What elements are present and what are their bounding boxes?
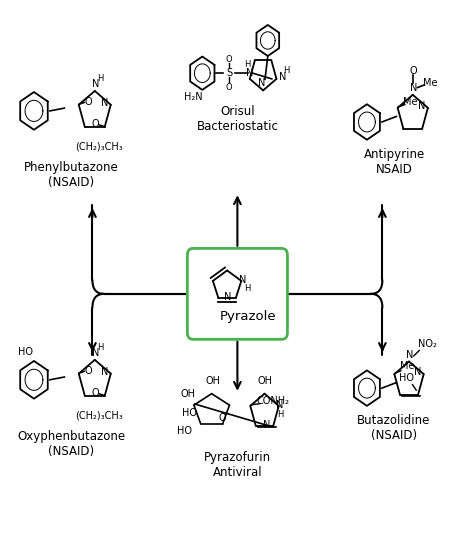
Text: N: N bbox=[91, 80, 99, 89]
Text: H: H bbox=[245, 60, 251, 69]
Text: Pyrazole: Pyrazole bbox=[219, 310, 276, 323]
Text: O: O bbox=[410, 66, 417, 76]
Text: N: N bbox=[101, 98, 109, 108]
Text: N: N bbox=[101, 367, 109, 377]
Text: O: O bbox=[226, 55, 232, 64]
Text: H: H bbox=[283, 66, 290, 75]
Text: HO: HO bbox=[399, 373, 414, 383]
Text: Me: Me bbox=[423, 78, 438, 87]
Text: O: O bbox=[218, 413, 226, 423]
Text: O: O bbox=[91, 388, 99, 398]
Text: N: N bbox=[91, 348, 99, 358]
Text: N: N bbox=[410, 83, 418, 92]
Text: OH: OH bbox=[181, 389, 196, 399]
Text: HO: HO bbox=[18, 347, 33, 357]
Text: N: N bbox=[224, 292, 232, 302]
Text: (CH₂)₃CH₃: (CH₂)₃CH₃ bbox=[75, 142, 123, 152]
Text: N: N bbox=[418, 101, 426, 111]
Text: CONH₂: CONH₂ bbox=[256, 396, 289, 407]
Text: N: N bbox=[246, 68, 253, 78]
Text: Me: Me bbox=[400, 361, 415, 371]
Text: N: N bbox=[414, 367, 421, 377]
Text: NO₂: NO₂ bbox=[418, 339, 437, 349]
Text: H: H bbox=[97, 343, 103, 352]
Text: N: N bbox=[263, 419, 270, 430]
Text: Me: Me bbox=[403, 97, 418, 108]
Text: O: O bbox=[226, 83, 232, 92]
FancyBboxPatch shape bbox=[187, 249, 287, 339]
Text: (CH₂)₃CH₃: (CH₂)₃CH₃ bbox=[75, 411, 123, 421]
Text: N: N bbox=[258, 78, 266, 88]
Text: H₂N: H₂N bbox=[183, 92, 202, 102]
Text: H: H bbox=[244, 284, 251, 293]
Text: N: N bbox=[276, 400, 284, 410]
Text: Orisul
Bacteriostatic: Orisul Bacteriostatic bbox=[196, 105, 278, 133]
Text: N: N bbox=[238, 276, 246, 286]
Text: HO: HO bbox=[177, 426, 192, 436]
Text: Pyrazofurin
Antiviral: Pyrazofurin Antiviral bbox=[204, 451, 271, 479]
Text: Antipyrine
NSAID: Antipyrine NSAID bbox=[364, 148, 425, 176]
Text: H: H bbox=[277, 410, 283, 419]
Text: N: N bbox=[406, 350, 414, 360]
Text: Phenylbutazone
(NSAID): Phenylbutazone (NSAID) bbox=[24, 161, 119, 189]
Text: O: O bbox=[84, 366, 92, 376]
Text: N: N bbox=[279, 72, 286, 82]
Text: Oxyphenbutazone
(NSAID): Oxyphenbutazone (NSAID) bbox=[18, 430, 126, 458]
Text: OH: OH bbox=[205, 376, 220, 386]
Text: S: S bbox=[226, 68, 232, 78]
Text: O: O bbox=[91, 119, 99, 129]
Text: OH: OH bbox=[258, 376, 273, 386]
Text: O: O bbox=[84, 97, 92, 107]
Text: Butazolidine
(NSAID): Butazolidine (NSAID) bbox=[357, 414, 431, 442]
Text: HO: HO bbox=[182, 408, 197, 418]
Text: H: H bbox=[97, 74, 103, 83]
